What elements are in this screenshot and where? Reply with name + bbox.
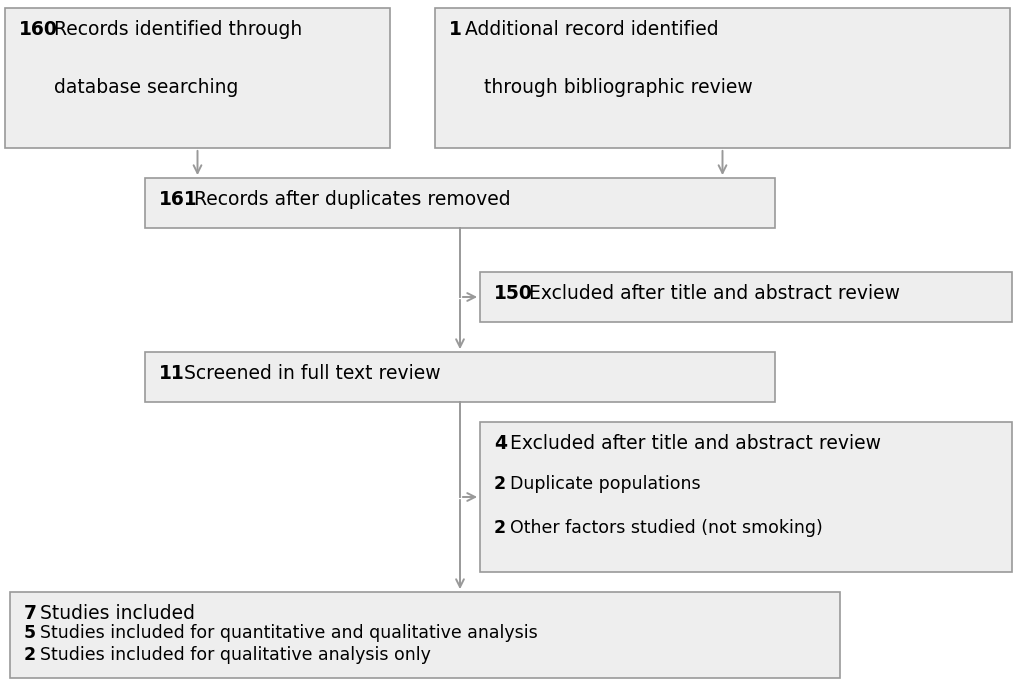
Text: 2: 2: [24, 646, 36, 664]
Text: 2: 2: [493, 519, 505, 536]
Text: 160: 160: [19, 20, 58, 39]
Text: Other factors studied (not smoking): Other factors studied (not smoking): [510, 519, 821, 536]
Text: Records after duplicates removed: Records after duplicates removed: [194, 190, 511, 209]
Text: Screened in full text review: Screened in full text review: [184, 364, 440, 383]
Text: 2: 2: [493, 475, 505, 493]
Text: 7: 7: [24, 604, 37, 623]
Bar: [10, 592, 840, 678]
Text: 1: 1: [448, 20, 462, 39]
Text: Studies included: Studies included: [40, 604, 195, 623]
Bar: [480, 272, 1011, 322]
Text: Additional record identified: Additional record identified: [465, 20, 717, 39]
Bar: [480, 422, 1011, 572]
Text: 5: 5: [24, 624, 36, 642]
Text: database searching: database searching: [54, 78, 238, 97]
Text: 161: 161: [159, 190, 198, 209]
Bar: [434, 8, 1009, 148]
Text: Excluded after title and abstract review: Excluded after title and abstract review: [529, 284, 900, 303]
Text: 150: 150: [493, 284, 532, 303]
Text: Excluded after title and abstract review: Excluded after title and abstract review: [510, 434, 879, 453]
Text: Duplicate populations: Duplicate populations: [510, 475, 700, 493]
Bar: [5, 8, 389, 148]
Text: 11: 11: [159, 364, 184, 383]
Text: through bibliographic review: through bibliographic review: [484, 78, 752, 97]
Text: Studies included for qualitative analysis only: Studies included for qualitative analysi…: [40, 646, 430, 664]
Bar: [145, 178, 774, 228]
Text: Studies included for quantitative and qualitative analysis: Studies included for quantitative and qu…: [40, 624, 537, 642]
Text: 4: 4: [493, 434, 506, 453]
Bar: [145, 352, 774, 402]
Text: Records identified through: Records identified through: [54, 20, 302, 39]
